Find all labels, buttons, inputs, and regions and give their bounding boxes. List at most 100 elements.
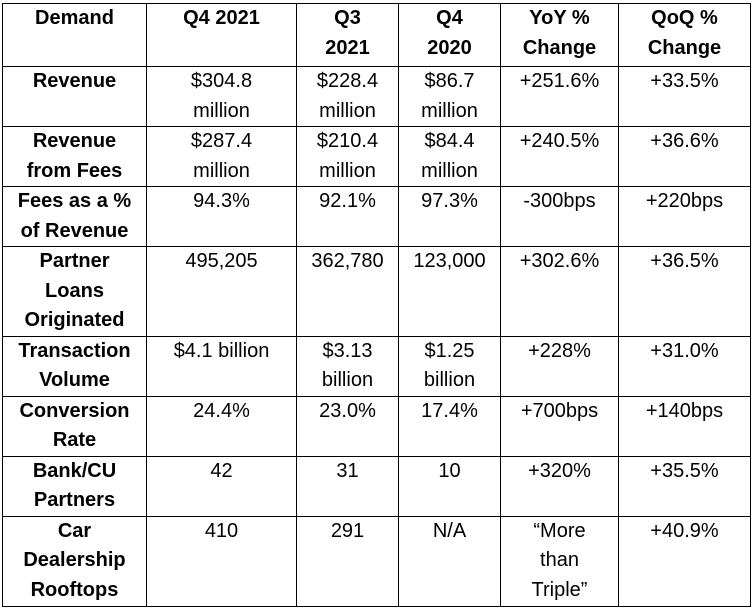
row-label-cell: Revenue [2,66,147,127]
table-cell: 42 [146,455,297,517]
table-cell: $228.4 million [296,66,399,127]
cell-text: +140bps [645,399,724,422]
row-label-cell: Partner Loans Originated [2,246,147,337]
table-cell: +35.5% [618,455,751,517]
table-cell: N/A [398,515,501,607]
cell-text: +36.5% [650,250,719,272]
table-cell: 362,780 [296,246,399,337]
cell-text: +251.6% [519,70,600,92]
header-text: Demand [35,7,114,29]
table-cell: +40.9% [618,515,751,607]
cell-text: $84.4 million [421,130,478,182]
header-text: Q4 2021 [183,7,260,29]
header-cell: Q4 2021 [146,3,297,67]
table-cell: 17.4% [398,395,501,457]
table-cell: 123,000 [398,246,501,337]
cell-text: $210.4 million [316,130,379,182]
row-label-text: Conversion Rate [19,399,130,452]
table-cell: 410 [146,515,297,607]
row-label-text: Partner Loans Originated [24,250,125,331]
cell-text: +31.0% [650,339,719,362]
table-cell: +220bps [618,186,751,247]
header-cell: Q4 2020 [398,3,501,67]
table-cell: +31.0% [618,335,751,397]
cell-text: 291 [330,519,365,542]
header-row: Demand Q4 2021 Q3 2021 Q4 2020 YoY % Change… [2,3,751,67]
cell-text: 495,205 [185,250,258,272]
table-cell: 97.3% [398,186,501,247]
table-cell: +140bps [618,395,751,457]
cell-text: $4.1 billion [173,339,270,362]
table-row: Revenue $304.8 million $228.4 million $86.… [2,66,751,127]
table-cell: 94.3% [146,186,297,247]
cell-text: +40.9% [650,519,719,542]
table-row: Partner Loans Originated 495,205 362,780 1… [2,246,751,337]
row-label-cell: Car Dealership Rooftops [2,515,147,607]
table-cell: $1.25 billion [398,335,501,397]
cell-text: +220bps [645,190,724,212]
row-label-cell: Fees as a % of Revenue [2,186,147,247]
row-label-text: Car Dealership Rooftops [23,519,126,601]
table-cell: +33.5% [618,66,751,127]
cell-text: 362,780 [311,250,384,272]
row-label-text: Fees as a % of Revenue [17,190,132,242]
table-row: Car Dealership Rooftops 410 291 N/A “More t… [2,515,751,607]
cell-text: $287.4 million [190,130,253,182]
table-cell: $84.4 million [398,126,501,187]
cell-text: 23.0% [319,399,376,422]
table-row: Transaction Volume $4.1 billion $3.13 bill… [2,335,751,397]
table-cell: 31 [296,455,399,517]
table-cell: $304.8 million [146,66,297,127]
table-cell: 23.0% [296,395,399,457]
cell-text: -300bps [523,190,596,212]
table-header: Demand Q4 2021 Q3 2021 Q4 2020 YoY % Change… [2,3,751,67]
row-label-text: Transaction Volume [18,339,131,392]
table-cell: 495,205 [146,246,297,337]
table-cell: $210.4 million [296,126,399,187]
table-cell: +240.5% [500,126,619,187]
cell-text: +35.5% [650,459,719,482]
table-cell: “More than Triple” [500,515,619,607]
table-body: Revenue $304.8 million $228.4 million $86.… [2,66,751,607]
cell-text: +700bps [520,399,599,422]
cell-text: $304.8 million [190,70,253,122]
cell-text: +228% [528,339,591,362]
header-cell: QoQ % Change [618,3,751,67]
header-cell: YoY % Change [500,3,619,67]
row-label-cell: Transaction Volume [2,335,147,397]
table-cell: +36.5% [618,246,751,337]
cell-text: 94.3% [193,190,250,212]
demand-metrics-table: Demand Q4 2021 Q3 2021 Q4 2020 YoY % Change… [2,3,751,607]
header-text: Q4 2020 [427,7,472,59]
cell-text: $1.25 billion [423,339,476,392]
table-cell: +302.6% [500,246,619,337]
table-cell: $86.7 million [398,66,501,127]
cell-text: +302.6% [519,250,600,272]
table-cell: +36.6% [618,126,751,187]
header-text: Q3 2021 [325,7,370,59]
table-cell: 92.1% [296,186,399,247]
cell-text: 24.4% [193,399,250,422]
header-cell: Demand [2,3,147,67]
cell-text: +33.5% [650,70,719,92]
cell-text: $228.4 million [316,70,379,122]
row-label-cell: Revenue from Fees [2,126,147,187]
row-label-text: Revenue [32,70,117,92]
header-text: YoY % Change [522,7,597,59]
cell-text: +36.6% [650,130,719,152]
cell-text: 31 [336,459,359,482]
row-label-cell: Conversion Rate [2,395,147,457]
cell-text: 17.4% [421,399,478,422]
cell-text: “More than Triple” [531,519,588,601]
table-cell: 291 [296,515,399,607]
cell-text: 42 [210,459,233,482]
cell-text: 92.1% [319,190,376,212]
table-row: Bank/CU Partners 42 31 10 +320% +35.5% [2,455,751,517]
table-cell: 10 [398,455,501,517]
table-row: Fees as a % of Revenue 94.3% 92.1% 97.3% … [2,186,751,247]
cell-text: 123,000 [413,250,486,272]
table-cell: -300bps [500,186,619,247]
table-row: Revenue from Fees $287.4 million $210.4 mil… [2,126,751,187]
row-label-text: Revenue from Fees [26,130,123,182]
